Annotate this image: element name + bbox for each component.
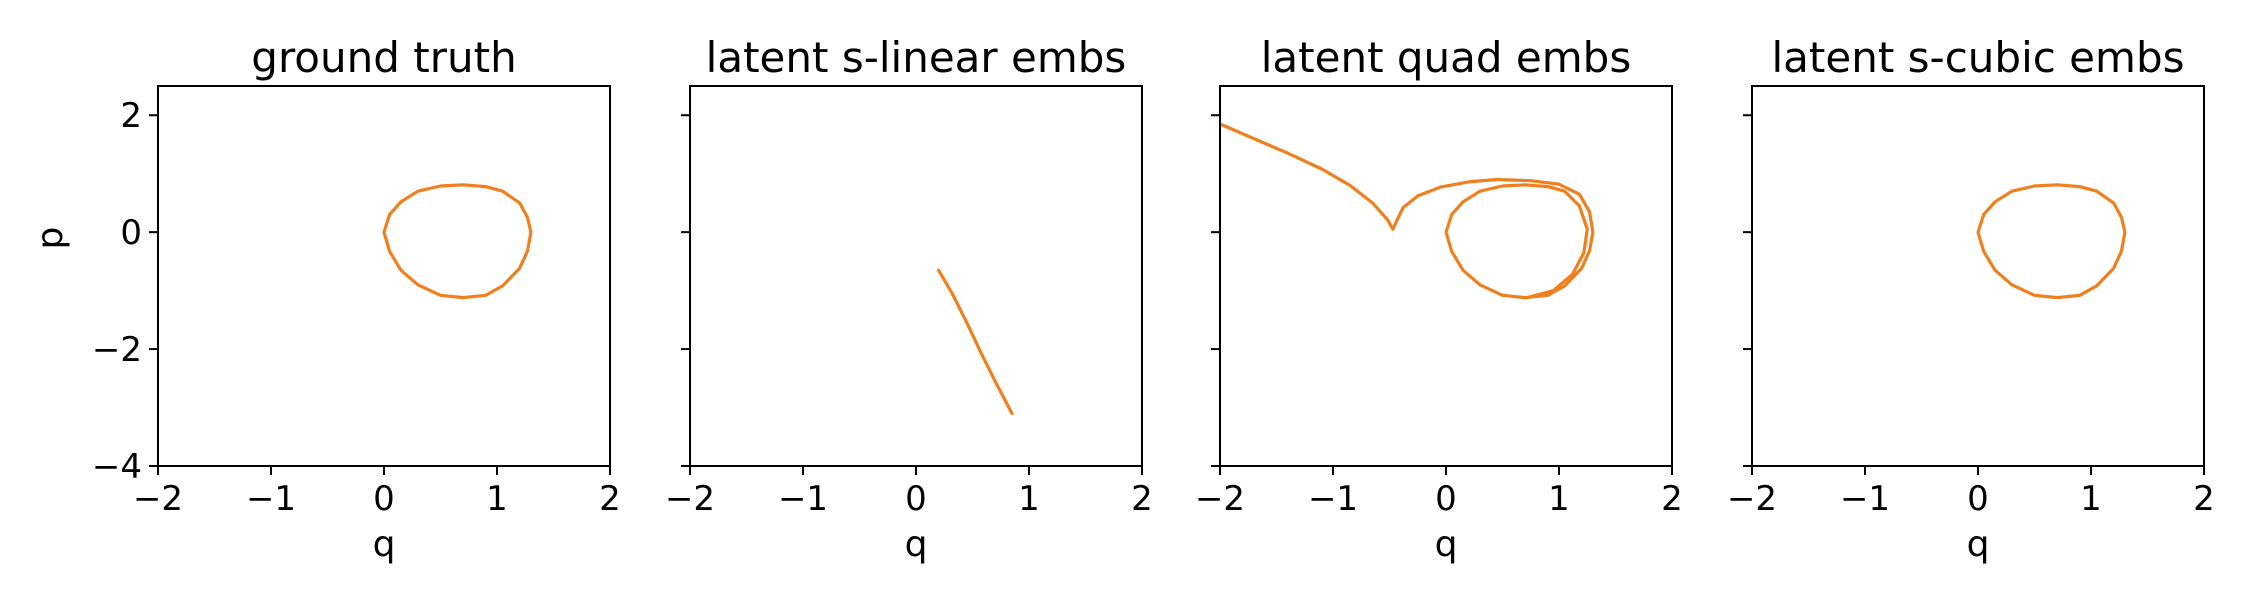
x-tick-label: 0 xyxy=(373,479,395,519)
x-tick-label: −1 xyxy=(778,479,828,519)
x-tick-label: −2 xyxy=(1727,479,1777,519)
x-tick-label: −2 xyxy=(133,479,183,519)
series-line xyxy=(1976,183,2127,300)
plot-frame xyxy=(157,85,611,467)
x-tick-label: 2 xyxy=(1661,479,1683,519)
panel-title: latent s-cubic embs xyxy=(1772,33,2185,82)
y-tick-label: −2 xyxy=(92,330,142,370)
series-line xyxy=(1220,122,1595,300)
x-axis-label: q xyxy=(1435,524,1458,565)
x-tick-label: −2 xyxy=(665,479,715,519)
panel-2: latent s-linear embs −2 −1 0 1 2 q xyxy=(665,33,1153,565)
x-tick-label: 0 xyxy=(1967,479,1989,519)
y-tick-label: 0 xyxy=(120,213,142,253)
x-tick-label: −2 xyxy=(1195,479,1245,519)
x-tick-label: 2 xyxy=(599,479,621,519)
plot-frame xyxy=(1751,85,2205,467)
x-axis-label: q xyxy=(1967,524,1990,565)
panel-title: latent s-linear embs xyxy=(706,33,1127,82)
x-tick-label: 2 xyxy=(1131,479,1153,519)
panel-4: latent s-cubic embs −2 −1 0 1 2 q xyxy=(1727,33,2215,565)
y-tick-label: 2 xyxy=(120,96,142,136)
x-tick-label: 2 xyxy=(2193,479,2215,519)
series-line xyxy=(382,183,533,300)
y-axis-label: p xyxy=(30,227,71,250)
x-tick-label: 1 xyxy=(1548,479,1570,519)
x-axis-label: q xyxy=(905,524,928,565)
x-tick-label: −1 xyxy=(1840,479,1890,519)
series-line xyxy=(937,268,1014,415)
panel-3: latent quad embs −2 −1 0 1 2 q xyxy=(1195,33,1683,565)
panel-title: latent quad embs xyxy=(1261,33,1631,82)
x-tick-label: 1 xyxy=(1018,479,1040,519)
x-tick-label: −1 xyxy=(1308,479,1358,519)
x-tick-label: −1 xyxy=(246,479,296,519)
x-axis-label: q xyxy=(373,524,396,565)
x-tick-label: 0 xyxy=(1435,479,1457,519)
panel-title: ground truth xyxy=(251,33,516,82)
x-tick-label: 1 xyxy=(486,479,508,519)
y-tick-label: −4 xyxy=(92,447,142,487)
plot-frame xyxy=(1219,85,1673,467)
x-tick-label: 1 xyxy=(2080,479,2102,519)
plot-frame xyxy=(689,85,1143,467)
x-tick-label: 0 xyxy=(905,479,927,519)
